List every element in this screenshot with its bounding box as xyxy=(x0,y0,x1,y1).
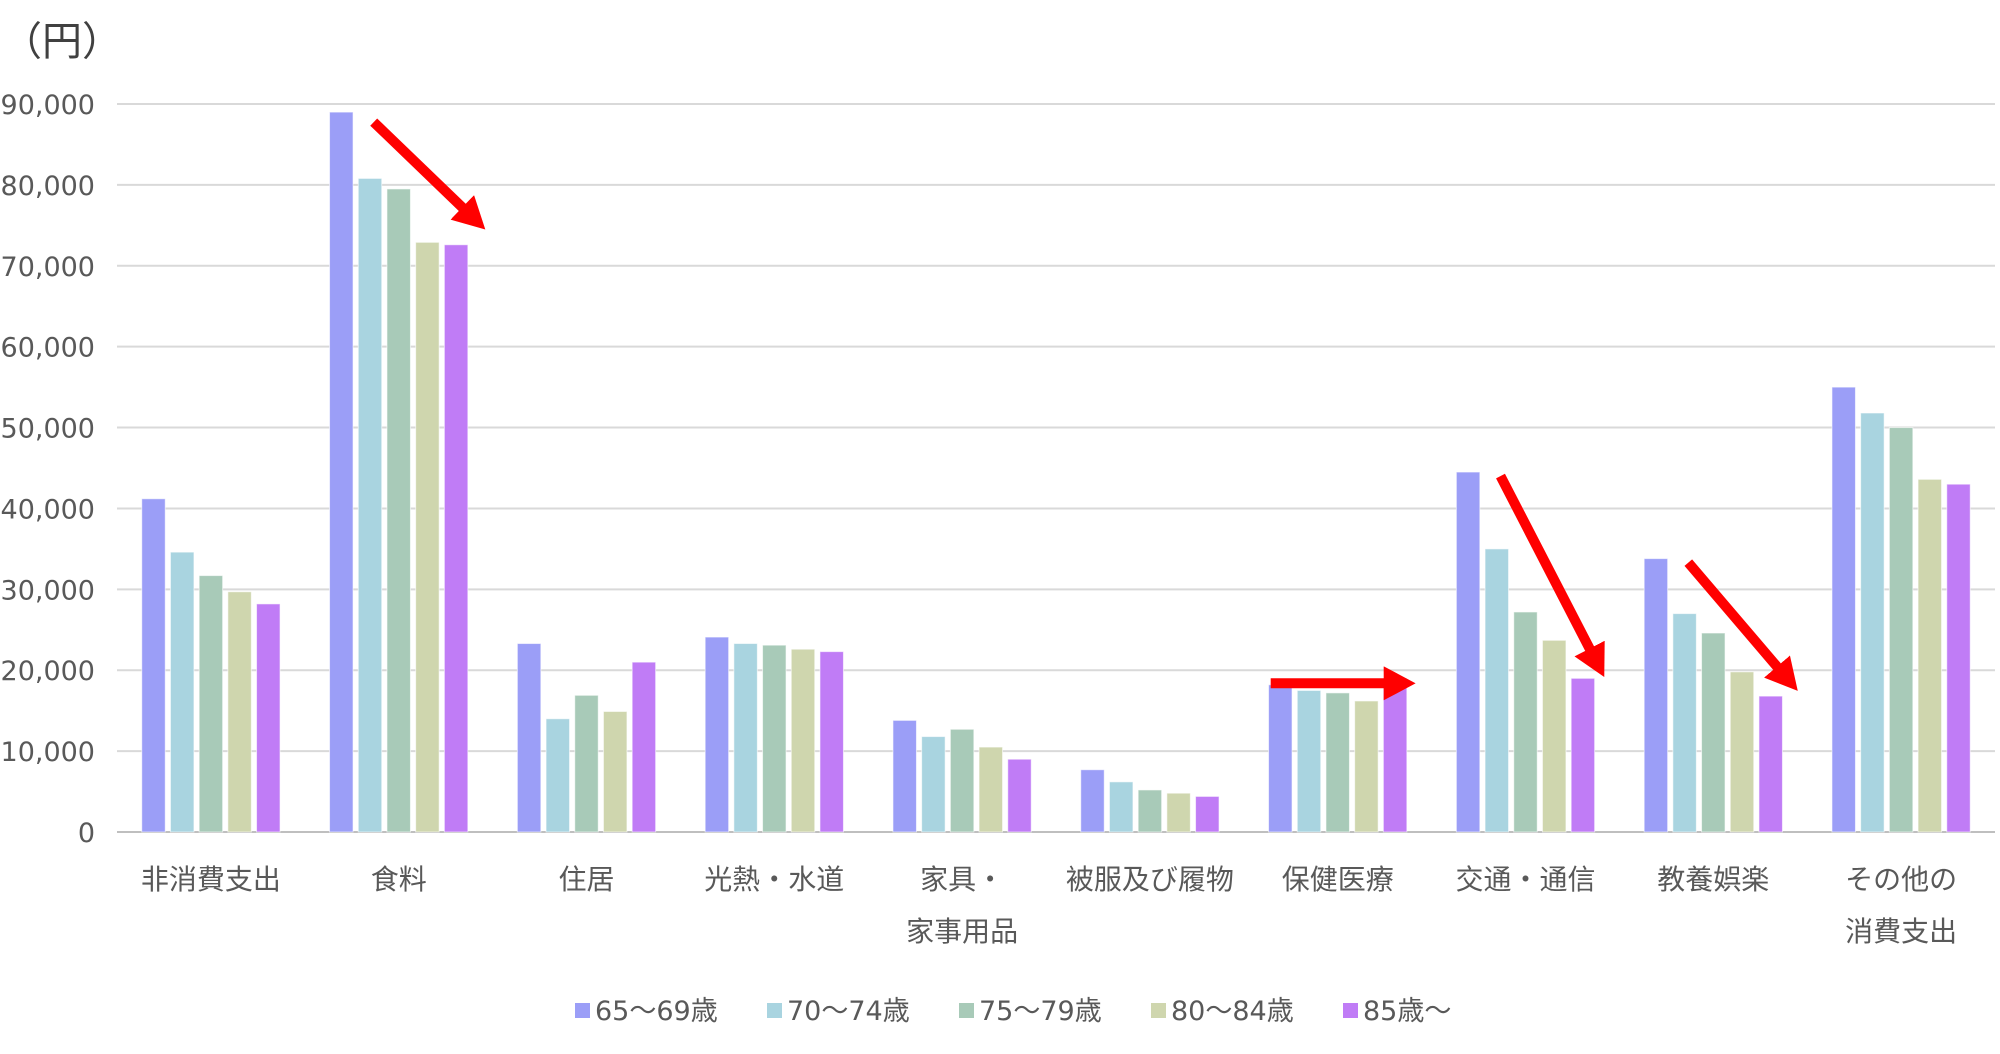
bar xyxy=(921,736,946,833)
legend-swatch xyxy=(767,1003,782,1018)
bar xyxy=(1570,677,1596,833)
x-category-label: 被服及び履物 xyxy=(1066,863,1234,896)
bar xyxy=(733,643,758,833)
bar xyxy=(141,498,166,833)
bar xyxy=(1946,483,1971,833)
bar xyxy=(790,648,816,833)
bar xyxy=(1484,548,1510,833)
y-tick-label: 90,000 xyxy=(1,90,95,121)
x-category-label: 住居 xyxy=(558,863,614,896)
bar xyxy=(1137,789,1163,833)
bar xyxy=(1729,671,1755,833)
trend-arrow xyxy=(1684,559,1798,691)
y-tick-label: 60,000 xyxy=(1,333,95,364)
bar xyxy=(631,661,657,833)
bar xyxy=(1195,795,1220,833)
bar xyxy=(1701,632,1726,833)
x-category-label: 家具・家事用品 xyxy=(906,863,1018,948)
bar xyxy=(169,551,195,833)
bar xyxy=(198,575,224,833)
y-tick-label: 70,000 xyxy=(1,252,95,283)
bar xyxy=(1296,689,1322,833)
bar xyxy=(227,591,252,833)
bar xyxy=(1513,611,1538,833)
bar xyxy=(443,244,469,833)
bar xyxy=(357,177,383,833)
bar xyxy=(1080,769,1105,833)
bar xyxy=(978,746,1004,833)
bar xyxy=(1758,695,1783,833)
x-category-label: 光熱・水道 xyxy=(704,863,844,896)
bar xyxy=(1672,613,1697,833)
bar xyxy=(602,710,628,833)
bar xyxy=(386,188,411,833)
bar xyxy=(574,694,599,833)
legend: 65〜69歳 70〜74歳 75〜79歳 80〜84歳 85歳〜 xyxy=(575,996,1451,1027)
legend-swatch xyxy=(959,1003,974,1018)
legend-swatch xyxy=(1343,1003,1358,1018)
bar xyxy=(762,644,787,833)
legend-swatch xyxy=(575,1003,590,1018)
legend-label: 65〜69歳 xyxy=(595,996,718,1027)
y-tick-label: 10,000 xyxy=(1,737,95,768)
x-category-label: 教養娯楽 xyxy=(1657,863,1769,896)
bar xyxy=(1831,386,1856,833)
bars xyxy=(141,111,1971,833)
bar xyxy=(1007,758,1032,833)
x-category-label: その他の消費支出 xyxy=(1845,863,1957,948)
bar xyxy=(415,241,440,833)
x-category-label: 食料 xyxy=(371,863,427,896)
x-category-label: 交通・通信 xyxy=(1455,863,1595,896)
bar xyxy=(1455,471,1481,833)
x-axis-category-labels: 非消費支出 食料 住居 光熱・水道 家具・家事用品 被服及び履物 保健医療 交通・通信 教養娯楽… xyxy=(141,863,1957,948)
legend-label: 80〜84歳 xyxy=(1171,996,1294,1027)
bar xyxy=(1108,781,1134,833)
legend-swatch xyxy=(1151,1003,1166,1018)
bar xyxy=(1166,792,1191,833)
bar xyxy=(1354,700,1379,833)
bar xyxy=(256,603,281,833)
bar xyxy=(1382,677,1408,833)
y-axis-unit-label: （円） xyxy=(2,19,122,65)
y-tick-label: 30,000 xyxy=(1,575,95,606)
bar xyxy=(516,643,542,833)
y-tick-label: 80,000 xyxy=(1,171,95,202)
bar xyxy=(1268,684,1293,833)
trend-arrow xyxy=(1496,473,1605,677)
bar xyxy=(545,718,571,833)
bar xyxy=(1888,427,1914,833)
y-tick-label: 50,000 xyxy=(1,414,95,445)
legend-label: 75〜79歳 xyxy=(979,996,1102,1027)
bar xyxy=(892,719,917,833)
trend-arrows xyxy=(370,118,1798,701)
bar xyxy=(1860,412,1885,833)
y-tick-label: 20,000 xyxy=(1,656,95,687)
bar xyxy=(704,636,730,833)
y-tick-label: 0 xyxy=(78,818,95,849)
bar xyxy=(329,111,354,833)
bar xyxy=(819,651,844,833)
bar xyxy=(1643,558,1669,833)
legend-label: 85歳〜 xyxy=(1363,996,1451,1027)
y-tick-label: 40,000 xyxy=(1,494,95,525)
bar xyxy=(1917,478,1943,833)
x-category-label: 非消費支出 xyxy=(141,863,281,896)
trend-arrow xyxy=(370,118,486,230)
y-axis-tick-labels: 0 10,000 20,000 30,000 40,000 50,000 60,000 70,… xyxy=(1,90,95,849)
bar xyxy=(1541,639,1567,833)
bar xyxy=(949,728,975,833)
x-category-label: 保健医療 xyxy=(1282,863,1394,896)
legend-label: 70〜74歳 xyxy=(787,996,910,1027)
bar xyxy=(1325,692,1350,833)
